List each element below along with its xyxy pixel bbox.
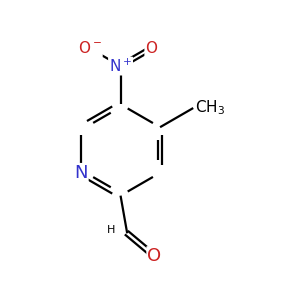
Text: N$^+$: N$^+$ bbox=[109, 57, 132, 75]
Text: N: N bbox=[74, 164, 88, 182]
Text: O: O bbox=[145, 41, 157, 56]
Text: CH$_3$: CH$_3$ bbox=[195, 99, 225, 117]
Text: O: O bbox=[147, 247, 161, 265]
Text: H: H bbox=[107, 225, 116, 236]
Text: O$^-$: O$^-$ bbox=[78, 40, 102, 56]
